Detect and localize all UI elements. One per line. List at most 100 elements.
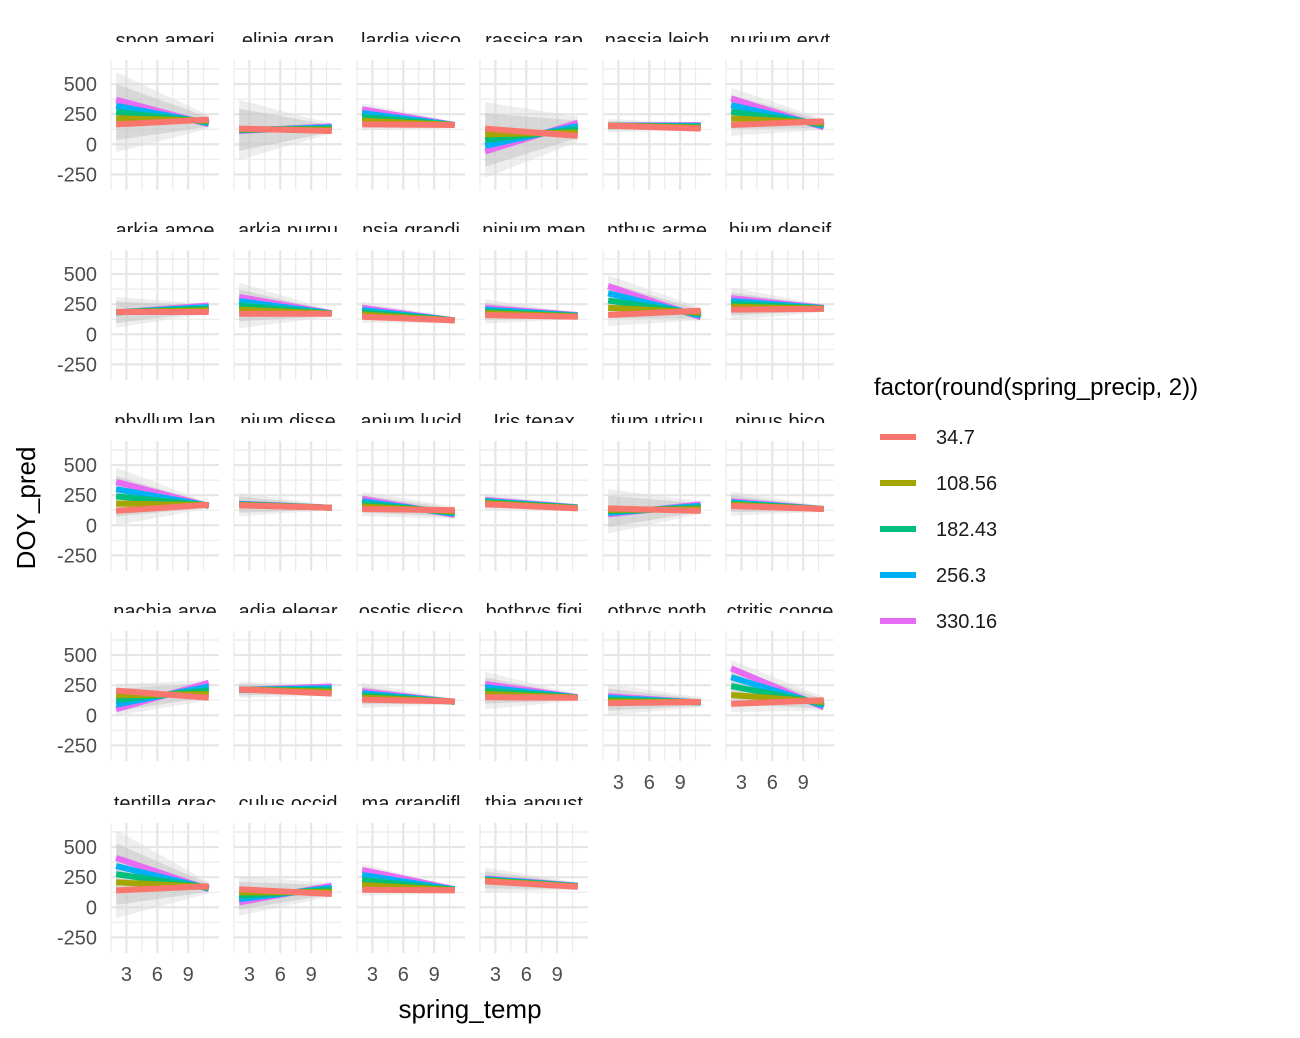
legend-item: 330.16 (880, 611, 997, 633)
series-line-34.7 (485, 694, 578, 701)
panel-plot (361, 301, 456, 324)
facet-panel: osotis disco (356, 601, 465, 761)
y-tick-label: -250 (57, 735, 97, 757)
panel-plot (238, 99, 332, 160)
x-tick-label: 6 (398, 964, 409, 986)
facet-panel: nachia arve -250 0 250 500 (57, 601, 219, 761)
series-line-34.7 (484, 878, 578, 890)
y-tick-label: 250 (64, 294, 97, 316)
facet-panel: nsia grandi (356, 220, 465, 380)
y-tick-label: 500 (64, 74, 97, 96)
series-line-34.7 (484, 125, 578, 139)
panel-title: nassia leich (605, 30, 710, 52)
panel-title: arkia amoe (116, 220, 215, 242)
facet-panel: spon ameri -250 0 250 500 (57, 30, 219, 190)
series-line-34.7 (362, 313, 455, 324)
panel-title: ctritis conge (727, 601, 834, 623)
panel-plot (115, 830, 210, 919)
panel-title: nurium eryt (730, 30, 830, 52)
y-tick-label: 250 (64, 867, 97, 889)
y-tick-label: 0 (86, 515, 97, 537)
panel-plot (730, 491, 824, 516)
series-line-34.7 (239, 502, 332, 511)
facet-panel: arkia purpu (233, 220, 342, 380)
x-ticks-layer: 3 6 9 3 6 9 3 6 9 3 6 93 6 9 3 6 9 (121, 772, 809, 986)
panel-plot (361, 863, 456, 896)
facet-panel: othrys noth (602, 601, 711, 761)
legend-item: 34.7 (880, 427, 975, 449)
facet-panel: phyllum lan -250 0 250 500 (57, 411, 219, 571)
series-line-34.7 (608, 699, 701, 707)
panel-plot (115, 679, 210, 716)
y-tick-label: -250 (57, 545, 97, 567)
series-line-34.7 (116, 883, 209, 894)
x-tick-label: 9 (798, 772, 809, 794)
facet-panel: tentilla grac -250 0 250 500 (57, 793, 219, 953)
x-tick-label: 3 (613, 772, 624, 794)
y-tick-label: -250 (57, 354, 97, 376)
panel-title: Iris tenax (493, 411, 574, 433)
series-line-34.7 (731, 118, 824, 128)
panel-grid (479, 60, 588, 190)
panel-title: rassica rap (485, 30, 583, 52)
panel-plot (361, 491, 456, 519)
series-line-34.7 (362, 886, 455, 894)
legend-label: 34.7 (936, 427, 975, 449)
panel-plot (115, 467, 210, 526)
legend-label: 330.16 (936, 611, 997, 633)
panel-plot (484, 671, 579, 710)
panel-title: ma grandifl (362, 793, 461, 815)
panel-plot (730, 287, 825, 321)
series-line-34.7 (362, 121, 455, 128)
panel-plot (239, 681, 332, 698)
y-tick-label: 0 (86, 705, 97, 727)
panel-grid (356, 250, 465, 380)
panel-grid (356, 60, 465, 190)
series-line-34.7 (362, 506, 455, 514)
panel-title: nachia arve (113, 601, 216, 623)
facet-panel: nium disse (233, 411, 342, 571)
panel-plot (608, 118, 701, 133)
x-axis-title: spring_temp (398, 994, 541, 1024)
series-line-34.7 (608, 505, 701, 514)
legend-item: 182.43 (880, 519, 997, 541)
panel-title: lardia visco (361, 30, 461, 52)
panel-title: culus occid (239, 793, 338, 815)
panel-plot (607, 275, 702, 326)
series-line-34.7 (362, 696, 455, 705)
x-tick-label: 6 (644, 772, 655, 794)
panel-plot (115, 296, 209, 328)
series-line-34.7 (115, 116, 209, 128)
facet-panel: elinia gran (233, 30, 342, 190)
facet-panel: tium utricu (602, 411, 711, 571)
legend: factor(round(spring_precip, 2)) 34.7 108.… (874, 374, 1198, 633)
legend-items: 34.7 108.56 182.43 256.3 330.16 (880, 427, 997, 633)
panel-plot (730, 87, 825, 136)
facet-panel: nurium eryt (725, 30, 834, 190)
facet-panel: ctritis conge (725, 601, 834, 761)
panel-plot (484, 867, 578, 893)
panel-title: tium utricu (611, 411, 703, 433)
panel-title: othrys noth (608, 601, 707, 623)
panel-title: elinia gran (242, 30, 334, 52)
panel-plot (484, 299, 578, 324)
panel-title: arkia purpu (238, 220, 338, 242)
x-tick-label: 3 (736, 772, 747, 794)
panel-title: anium lucid (360, 411, 461, 433)
x-tick-label: 6 (275, 964, 286, 986)
facet-panel: lardia visco (356, 30, 465, 190)
panel-grid (479, 441, 588, 571)
y-tick-label: -250 (57, 164, 97, 186)
panel-plot (238, 282, 333, 329)
panel-plot (607, 683, 701, 716)
series-line-34.7 (485, 501, 578, 512)
facet-panel: pinus bico (725, 411, 834, 571)
panel-plot (361, 103, 456, 131)
facet-panel: nthus arme (602, 220, 711, 380)
facet-panel: Iris tenax (479, 411, 588, 571)
y-tick-label: 250 (64, 104, 97, 126)
x-tick-label: 6 (767, 772, 778, 794)
panel-title: nium disse (240, 411, 336, 433)
y-tick-label: 500 (64, 455, 97, 477)
